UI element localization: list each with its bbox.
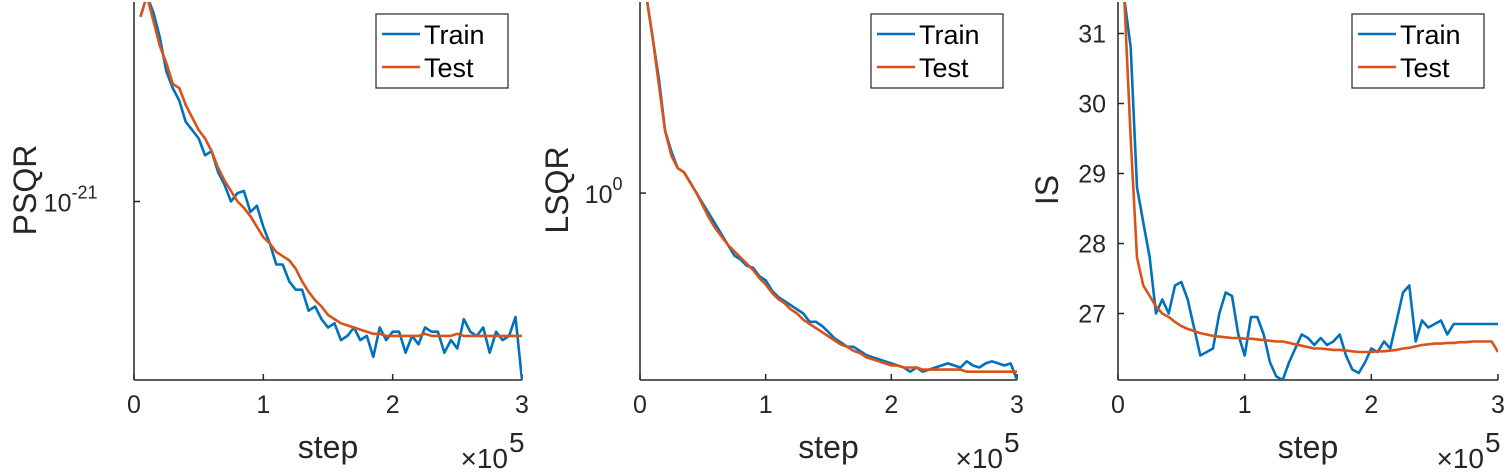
y-tick-label: 27: [1078, 301, 1106, 329]
x-tick-label: 3: [515, 391, 529, 419]
y-tick-label: 10-21: [44, 183, 98, 218]
y-tick-label: 30: [1078, 91, 1106, 119]
legend-label-test: Test: [1400, 53, 1450, 83]
series-line-train: [645, 2, 1017, 380]
x-axis-label: step: [1278, 429, 1338, 465]
x-tick-label: 0: [633, 391, 647, 419]
series-group: [645, 2, 1017, 380]
x-multiplier: ×10: [461, 443, 509, 472]
y-tick-exponent: 0: [612, 174, 622, 194]
x-multiplier: ×10: [1437, 443, 1485, 472]
legend-box: [375, 13, 509, 89]
x-multiplier-exponent: 5: [1004, 427, 1020, 458]
x-multiplier: ×10: [956, 443, 1004, 472]
legend-label-test: Test: [424, 53, 474, 83]
x-tick-label: 2: [386, 391, 400, 419]
legend-label-train: Train: [919, 20, 980, 50]
x-tick-label: 1: [1238, 391, 1252, 419]
x-axis-label: step: [798, 429, 858, 465]
series-group: [139, 2, 522, 380]
x-multiplier-exponent: 5: [1485, 427, 1501, 458]
y-tick-label: 29: [1078, 161, 1106, 189]
y-axis-label: PSQR: [7, 145, 43, 236]
x-tick-label: 2: [884, 391, 898, 419]
x-multiplier-base: ×10: [461, 443, 509, 472]
series-line-test: [139, 2, 522, 338]
x-axis-label: step: [298, 429, 358, 465]
x-tick-label: 0: [127, 391, 141, 419]
x-tick-label: 2: [1364, 391, 1378, 419]
y-tick-label: 28: [1078, 231, 1106, 259]
series-line-train: [139, 2, 522, 380]
y-tick-exponent: -21: [71, 183, 97, 203]
legend-label-train: Train: [1400, 20, 1461, 50]
x-tick-label: 1: [759, 391, 773, 419]
y-tick-label: 100: [585, 174, 623, 209]
series-line-test: [1123, 2, 1498, 354]
y-tick-base: 10: [44, 190, 72, 218]
legend-label-train: Train: [424, 20, 485, 50]
y-axis-label: IS: [1029, 175, 1065, 205]
legend-box: [870, 13, 1004, 89]
x-multiplier-exponent: 5: [509, 427, 525, 458]
x-tick-label: 3: [1491, 391, 1505, 419]
x-multiplier-base: ×10: [956, 443, 1004, 472]
y-axis-label: LSQR: [539, 146, 575, 233]
legend-label-test: Test: [919, 53, 969, 83]
series-group: [1123, 2, 1498, 380]
y-tick-base: 10: [585, 181, 613, 209]
x-tick-label: 0: [1111, 391, 1125, 419]
series-line-test: [645, 2, 1017, 374]
x-tick-label: 3: [1010, 391, 1024, 419]
x-tick-label: 1: [256, 391, 270, 419]
series-line-train: [1123, 2, 1498, 380]
y-tick-label: 31: [1078, 21, 1106, 49]
legend-box: [1351, 13, 1485, 89]
x-multiplier-base: ×10: [1437, 443, 1485, 472]
